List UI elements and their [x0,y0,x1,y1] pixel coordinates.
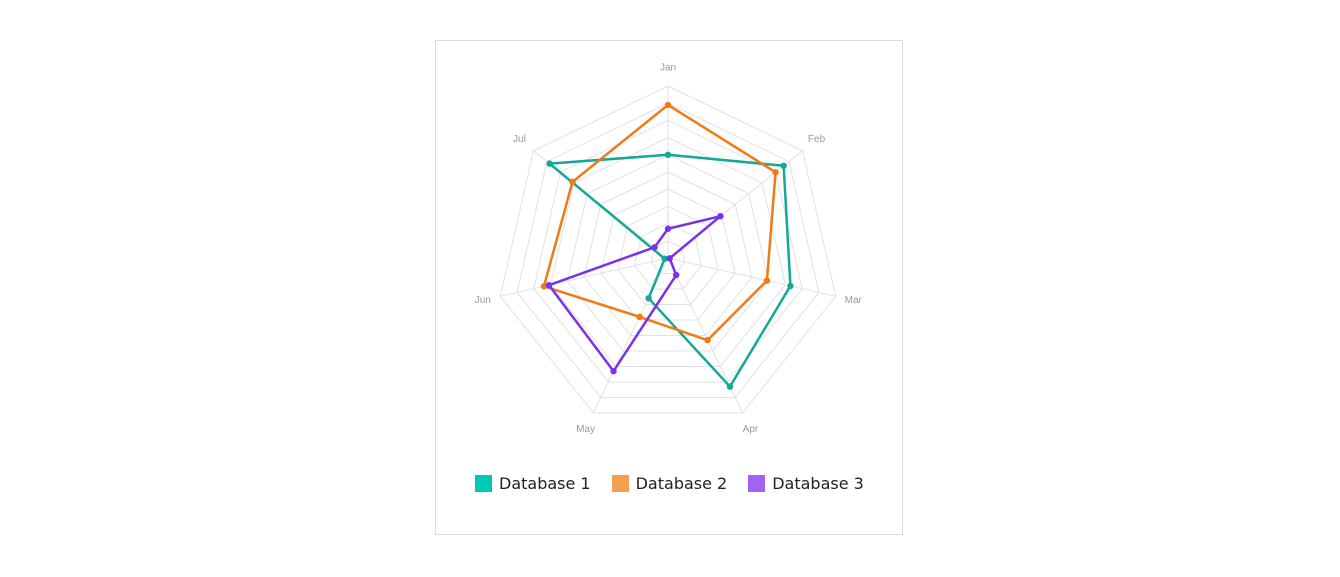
grid-ring [550,137,786,367]
data-point-database-1-may[interactable] [645,295,652,302]
series-line-database-1 [548,153,792,388]
series-line-database-2 [542,103,777,342]
legend-label-database-1: Database 1 [499,474,591,493]
axis-label-may: May [576,424,595,435]
legend-swatch-database-3 [748,475,766,492]
data-point-database-1-mar[interactable] [787,282,794,290]
grid-ring [533,119,803,383]
grid-spoke [667,257,836,297]
axis-label-jan: Jan [660,63,676,74]
series-line-database-3 [547,214,722,373]
data-point-database-3-feb[interactable] [717,212,724,220]
data-point-database-1-jul[interactable] [546,160,553,167]
grid-ring [499,85,837,414]
grid-ring [516,102,820,398]
data-point-database-1-jun[interactable] [661,255,668,262]
grid-spoke [500,257,669,297]
radar-axis-labels: Jan Feb Mar Apr May Jun Jul [475,63,863,435]
data-point-database-1-feb[interactable] [780,162,787,169]
data-point-database-2-mar[interactable] [763,277,771,284]
data-point-database-2-may[interactable] [636,313,643,321]
data-point-database-3-jun[interactable] [545,281,553,289]
chart-legend: Database 1 Database 2 Database 3 [475,474,864,493]
legend-swatch-database-2 [611,475,629,492]
data-point-database-3-jan[interactable] [664,225,672,232]
legend-swatch-database-1 [475,475,492,492]
data-point-database-3-mar[interactable] [666,255,673,262]
axis-label-jun: Jun [475,295,491,306]
data-point-database-1-jan[interactable] [664,151,672,158]
radar-series [540,101,794,390]
data-point-database-3-may[interactable] [610,367,617,375]
data-point-database-1-apr[interactable] [726,383,734,390]
axis-label-mar: Mar [845,295,863,306]
grid-ring [617,205,719,305]
legend-item-database-3[interactable]: Database 3 [748,474,864,493]
data-point-database-3-jul[interactable] [651,244,658,251]
radar-grid [499,85,837,414]
legend-item-database-2[interactable]: Database 2 [611,474,728,493]
axis-label-feb: Feb [808,134,826,145]
data-point-database-3-apr[interactable] [673,271,680,279]
legend-item-database-1[interactable]: Database 1 [475,474,591,493]
data-point-database-2-feb[interactable] [772,169,779,176]
data-point-database-2-jun[interactable] [540,283,548,290]
grid-ring [566,154,770,352]
axis-label-jul: Jul [513,134,526,145]
legend-label-database-3: Database 3 [772,474,864,493]
grid-ring [583,171,753,336]
legend-label-database-2: Database 2 [635,474,728,493]
data-point-database-2-jul[interactable] [569,178,576,186]
data-point-database-2-apr[interactable] [704,336,711,344]
data-point-database-2-jan[interactable] [664,101,672,109]
axis-label-apr: Apr [743,424,759,435]
